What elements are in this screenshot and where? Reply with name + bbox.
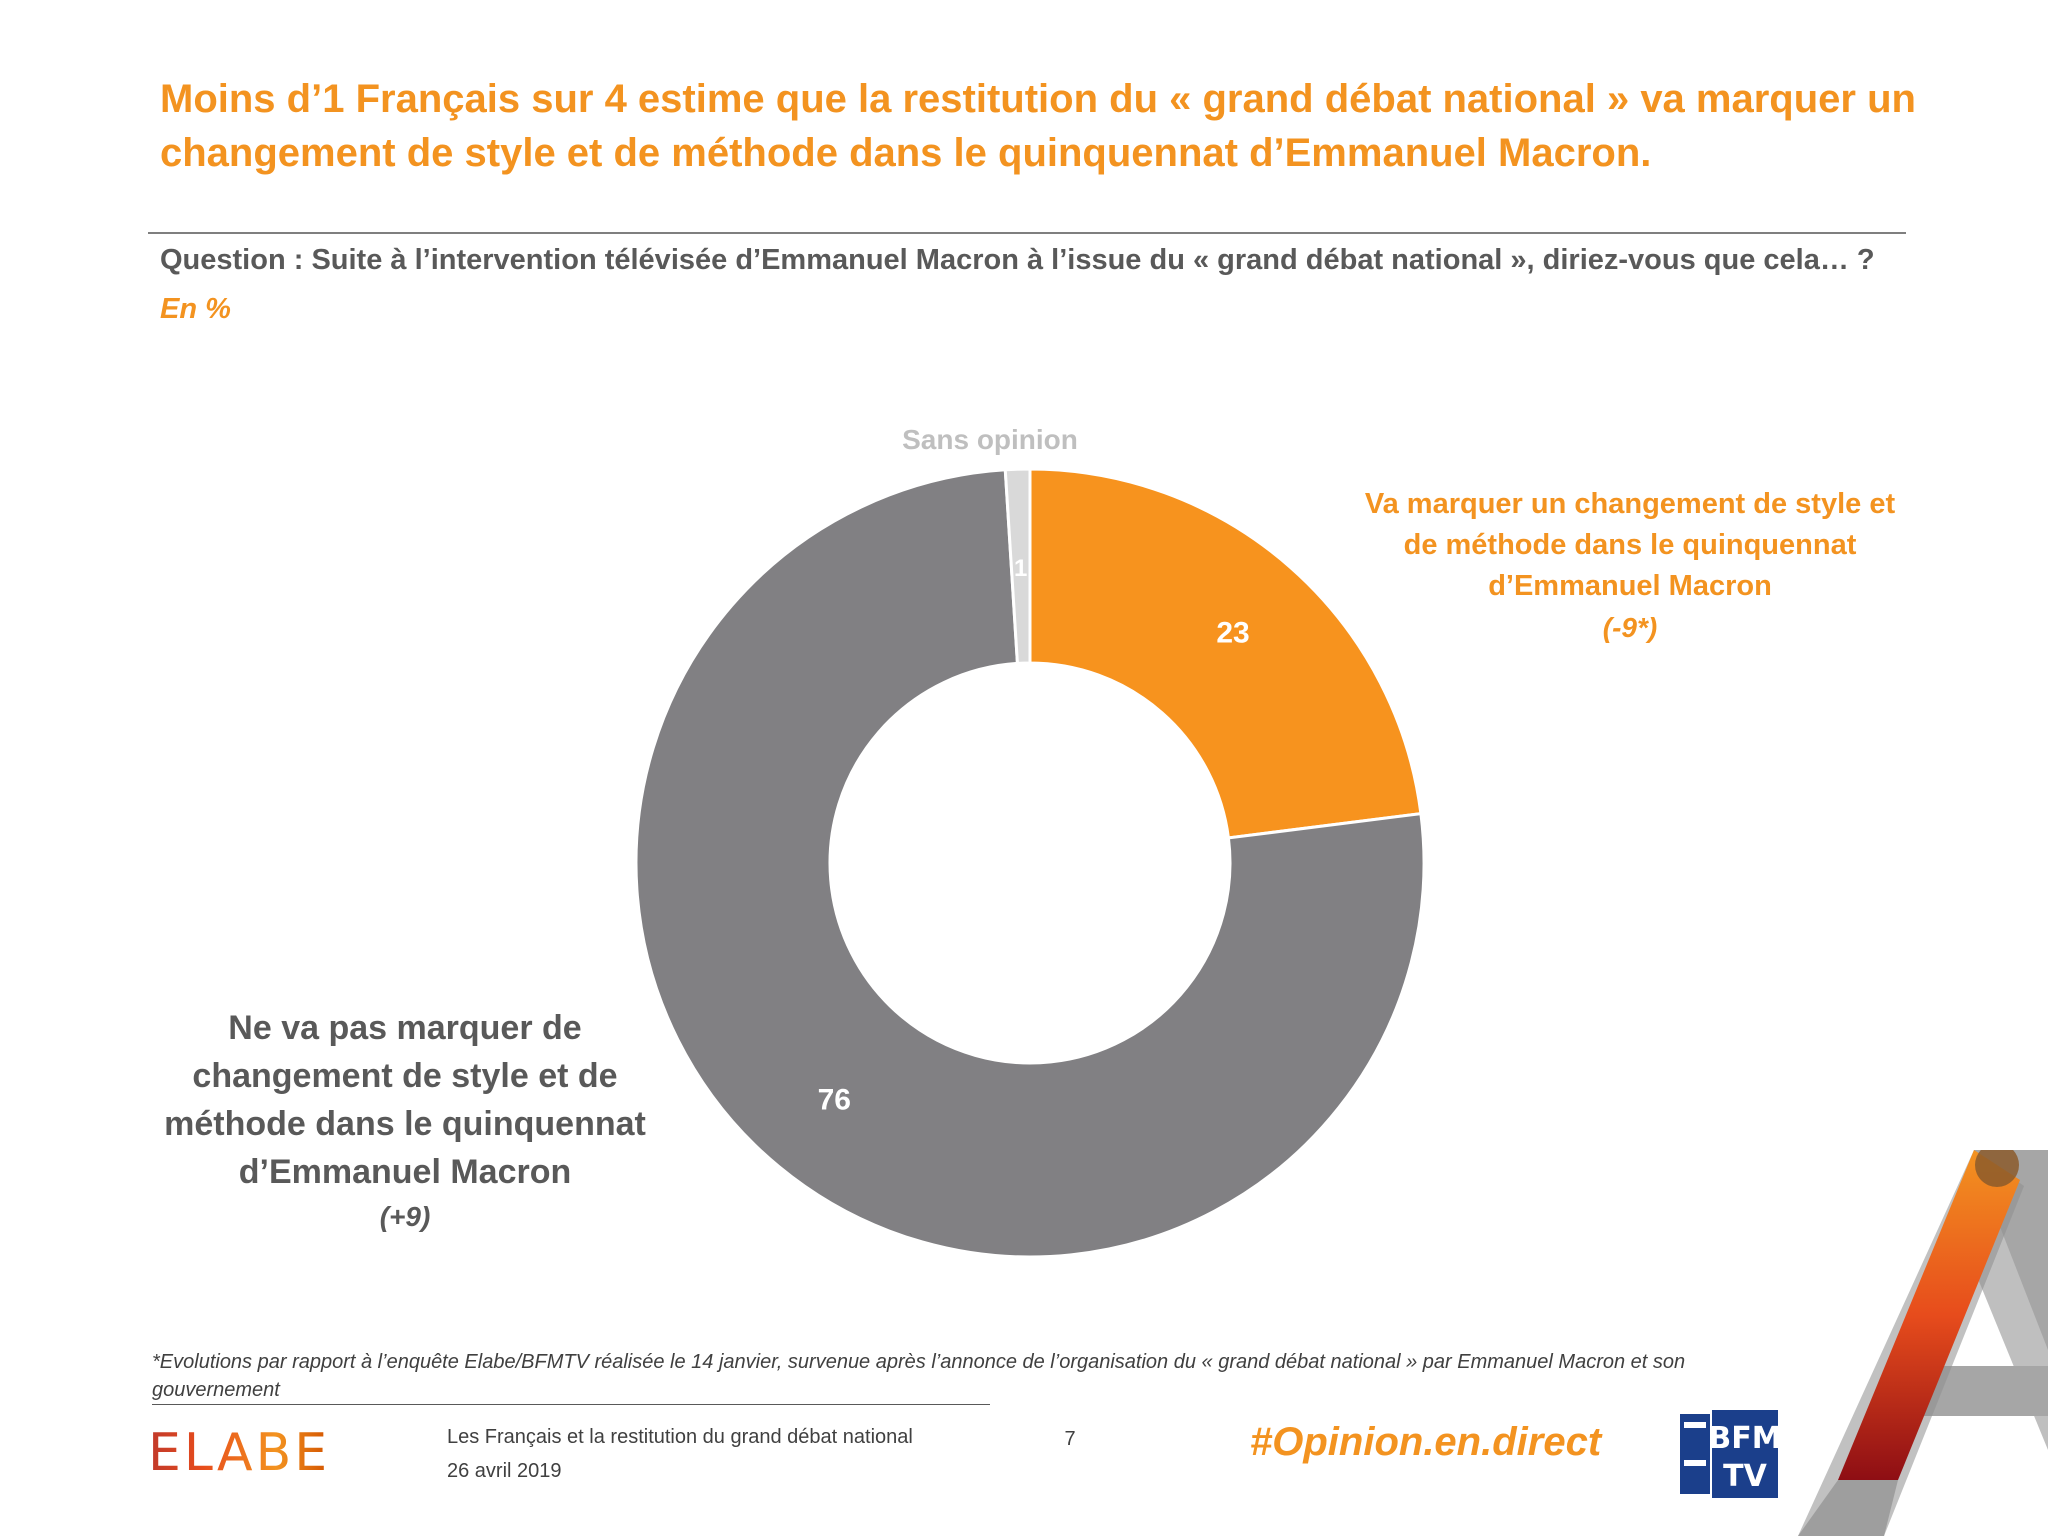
elabe-logo: ELABE <box>148 1426 328 1476</box>
label-sans-opinion: Sans opinion <box>860 420 1120 460</box>
elabe-brand-mark <box>1798 1150 2048 1536</box>
svg-text:TV: TV <box>1723 1459 1767 1494</box>
label-ne-va-pas: Ne va pas marquer de changement de style… <box>140 1004 670 1238</box>
value-sans-opinion: 1 <box>1014 555 1027 582</box>
slice-ne-va-pas <box>634 468 1426 1259</box>
study-date: 26 avril 2019 <box>447 1460 562 1482</box>
header-divider <box>148 232 1906 234</box>
slice-va-marquer <box>1028 467 1423 840</box>
footer-divider <box>152 1404 990 1405</box>
label-va-marquer-evolution: (-9*) <box>1602 612 1658 643</box>
svg-text:ELABE: ELABE <box>148 1426 328 1476</box>
label-ne-va-pas-text: Ne va pas marquer de changement de style… <box>164 1009 646 1191</box>
unit-label: En % <box>160 293 231 325</box>
label-va-marquer-text: Va marquer un changement de style et de … <box>1364 488 1896 602</box>
slice-sans-opinion <box>1003 467 1032 665</box>
value-va-marquer: 23 <box>1216 617 1249 650</box>
footnote: *Evolutions par rapport à l’enquête Elab… <box>152 1351 1686 1401</box>
label-va-marquer: Va marquer un changement de style et de … <box>1360 484 1900 648</box>
page-number: 7 <box>1064 1428 1076 1450</box>
survey-question: Question : Suite à l’intervention télévi… <box>160 244 1875 276</box>
footer-info: Les Français et la restitution du grand … <box>447 1420 1047 1488</box>
svg-text:BFM: BFM <box>1708 1421 1780 1456</box>
label-ne-va-pas-evolution: (+9) <box>379 1201 431 1232</box>
hashtag: #Opinion.en.direct <box>1250 1420 1602 1464</box>
value-ne-va-pas: 76 <box>818 1084 851 1117</box>
label-sans-opinion-text: Sans opinion <box>902 424 1078 455</box>
bfmtv-logo: BFM TV <box>1678 1408 1780 1500</box>
study-title: Les Français et la restitution du grand … <box>447 1426 913 1448</box>
slide-title: Moins d’1 Français sur 4 estime que la r… <box>160 77 1916 175</box>
